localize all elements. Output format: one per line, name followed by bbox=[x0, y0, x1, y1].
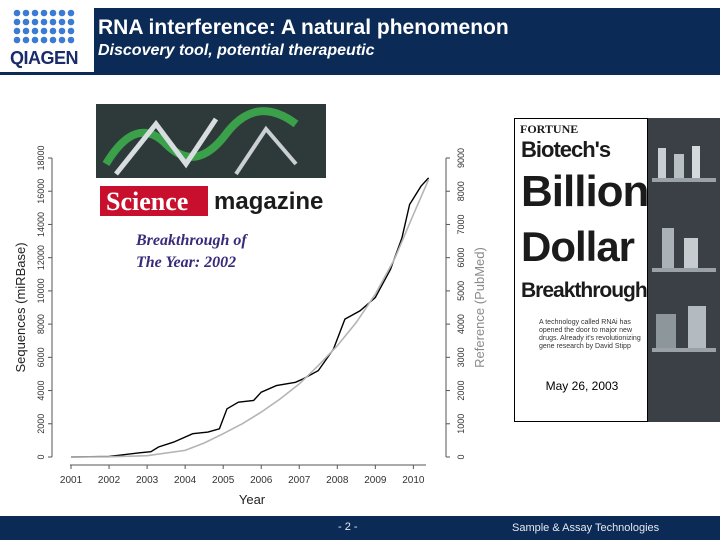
science-cover-image: Science magazine Breakthrough of The Yea… bbox=[96, 104, 326, 284]
right-y-axis-title: Reference (PubMed) bbox=[472, 247, 487, 368]
logo-dots-icon bbox=[13, 9, 75, 44]
science-headline-line2: The Year: 2002 bbox=[136, 254, 237, 271]
x-tick-label: 2002 bbox=[98, 475, 121, 486]
fortune-line3: Dollar bbox=[521, 223, 635, 270]
lab-photo bbox=[648, 118, 720, 422]
left-y-tick-label: 2000 bbox=[36, 414, 46, 434]
left-y-tick-label: 10000 bbox=[36, 278, 46, 303]
right-y-tick-label: 4000 bbox=[456, 314, 466, 334]
x-axis-title: Year bbox=[239, 492, 266, 507]
rna-structure-icon bbox=[102, 107, 299, 176]
right-y-tick-label: 3000 bbox=[456, 347, 466, 367]
science-masthead-suffix: magazine bbox=[214, 188, 324, 215]
left-y-tick-label: 16000 bbox=[36, 179, 46, 204]
right-y-tick-label: 7000 bbox=[456, 214, 466, 234]
science-headline-line1: Breakthrough of bbox=[136, 232, 247, 249]
left-y-tick-label: 6000 bbox=[36, 347, 46, 367]
x-tick-label: 2004 bbox=[174, 475, 197, 486]
left-y-tick-label: 12000 bbox=[36, 245, 46, 270]
mirbase-series-line bbox=[70, 177, 430, 458]
right-y-tick-label: 8000 bbox=[456, 181, 466, 201]
chart-axes bbox=[48, 157, 450, 469]
left-y-tick-label: 0 bbox=[36, 454, 46, 459]
left-y-tick-label: 14000 bbox=[36, 212, 46, 237]
fortune-date-caption: May 26, 2003 bbox=[545, 379, 619, 393]
fortune-line2: Billion bbox=[521, 167, 648, 216]
x-tick-label: 2003 bbox=[136, 475, 159, 486]
x-tick-label: 2006 bbox=[250, 475, 273, 486]
x-tick-label: 2001 bbox=[60, 475, 83, 486]
right-y-tick-label: 5000 bbox=[456, 281, 466, 301]
header: QIAGEN RNA interference: A natural pheno… bbox=[0, 0, 720, 76]
page-title: RNA interference: A natural phenomenon bbox=[98, 16, 509, 39]
right-y-tick-label: 6000 bbox=[456, 248, 466, 268]
left-y-tick-label: 4000 bbox=[36, 381, 46, 401]
logo-wordmark: QIAGEN bbox=[10, 48, 79, 68]
qiagen-logo: QIAGEN bbox=[8, 8, 88, 68]
left-y-tick-label: 8000 bbox=[36, 314, 46, 334]
page-number: - 2 - bbox=[338, 521, 358, 533]
pubmed-series-line bbox=[70, 179, 430, 458]
title-band bbox=[94, 8, 720, 72]
right-y-tick-label: 1000 bbox=[456, 414, 466, 434]
x-tick-label: 2005 bbox=[212, 475, 235, 486]
header-divider bbox=[0, 72, 720, 75]
growth-chart: 0200040006000800010000120001400016000180… bbox=[13, 145, 487, 507]
right-y-tick-label: 9000 bbox=[456, 148, 466, 168]
fortune-brand: FORTUNE bbox=[520, 122, 579, 136]
chart-labels: 0200040006000800010000120001400016000180… bbox=[13, 145, 487, 507]
fortune-line1: Biotech's bbox=[521, 137, 611, 162]
science-masthead-bar bbox=[100, 186, 208, 216]
fortune-line4: Breakthrough bbox=[521, 279, 647, 302]
science-masthead: Science bbox=[106, 187, 189, 216]
footer-tagline: Sample & Assay Technologies bbox=[512, 522, 660, 534]
fortune-cover-image: FORTUNE Biotech's Billion Dollar Breakth… bbox=[514, 118, 648, 422]
x-tick-label: 2007 bbox=[288, 475, 311, 486]
left-y-axis-title: Sequences (miRBase) bbox=[13, 242, 28, 372]
chart-series bbox=[70, 177, 430, 458]
footer-bar bbox=[0, 516, 720, 540]
page-subtitle: Discovery tool, potential therapeutic bbox=[98, 42, 375, 59]
science-photo-area bbox=[96, 104, 326, 178]
x-tick-label: 2010 bbox=[402, 475, 425, 486]
right-y-tick-label: 0 bbox=[456, 454, 466, 459]
x-tick-label: 2008 bbox=[326, 475, 349, 486]
x-tick-label: 2009 bbox=[364, 475, 387, 486]
lab-shelves-icon bbox=[648, 118, 720, 422]
left-y-tick-label: 18000 bbox=[36, 145, 46, 170]
right-y-tick-label: 2000 bbox=[456, 381, 466, 401]
fortune-blurb: A technology called RNAi has opened the … bbox=[539, 319, 641, 350]
